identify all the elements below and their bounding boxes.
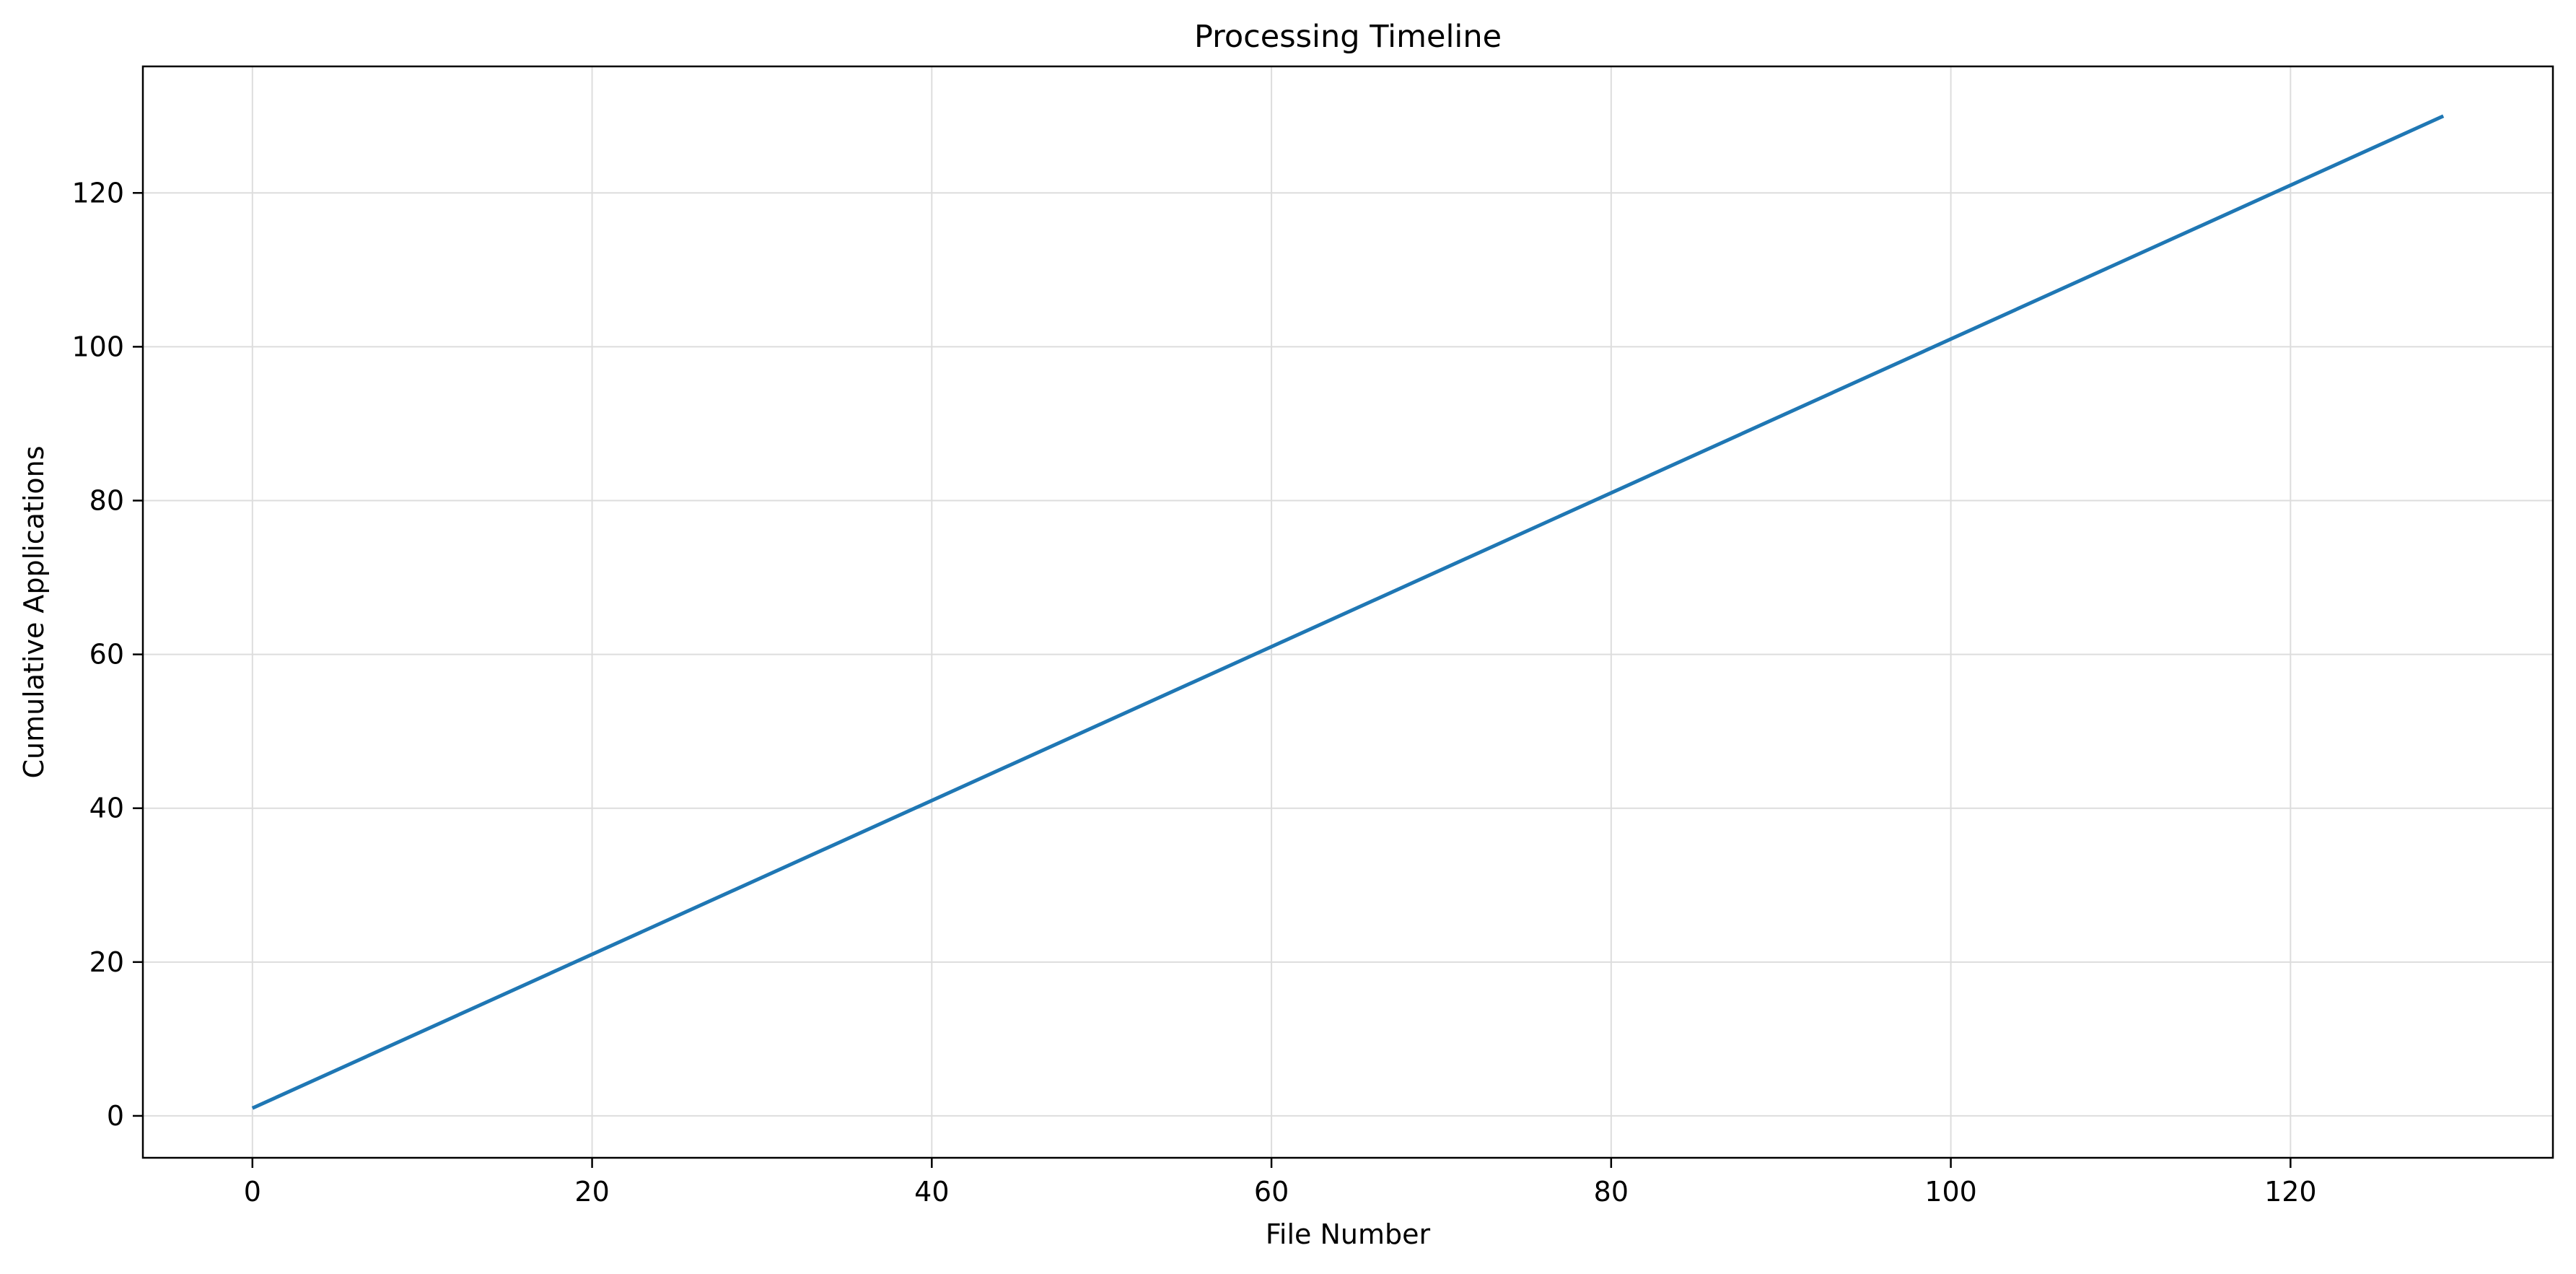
y-tick-label: 60: [89, 639, 124, 671]
chart-title: Processing Timeline: [1194, 19, 1502, 55]
x-tick-label: 40: [914, 1176, 949, 1208]
x-tick-label: 60: [1254, 1176, 1289, 1208]
x-tick-label: 80: [1594, 1176, 1629, 1208]
x-tick-label: 20: [574, 1176, 609, 1208]
x-axis-label: File Number: [1266, 1218, 1431, 1250]
y-tick-label: 0: [107, 1100, 124, 1132]
x-tick-label: 100: [1924, 1176, 1977, 1208]
y-tick-label: 120: [71, 177, 124, 209]
y-tick-label: 100: [71, 331, 124, 362]
axis-ticks: 0 20 40 60 80 100 120 0 20 40 60 80 100 120: [71, 177, 2316, 1208]
series-line: [251, 114, 2445, 1110]
series-layer: [251, 114, 2445, 1110]
grid-lines: [143, 66, 2553, 1158]
x-tick-label: 0: [244, 1176, 261, 1208]
y-axis-label: Cumulative Applications: [18, 445, 50, 778]
x-tick-label: 120: [2264, 1176, 2317, 1208]
plot-area-frame: [141, 65, 2554, 1159]
y-tick-label: 20: [89, 946, 124, 978]
y-tick-label: 80: [89, 484, 124, 516]
y-tick-label: 40: [89, 793, 124, 824]
